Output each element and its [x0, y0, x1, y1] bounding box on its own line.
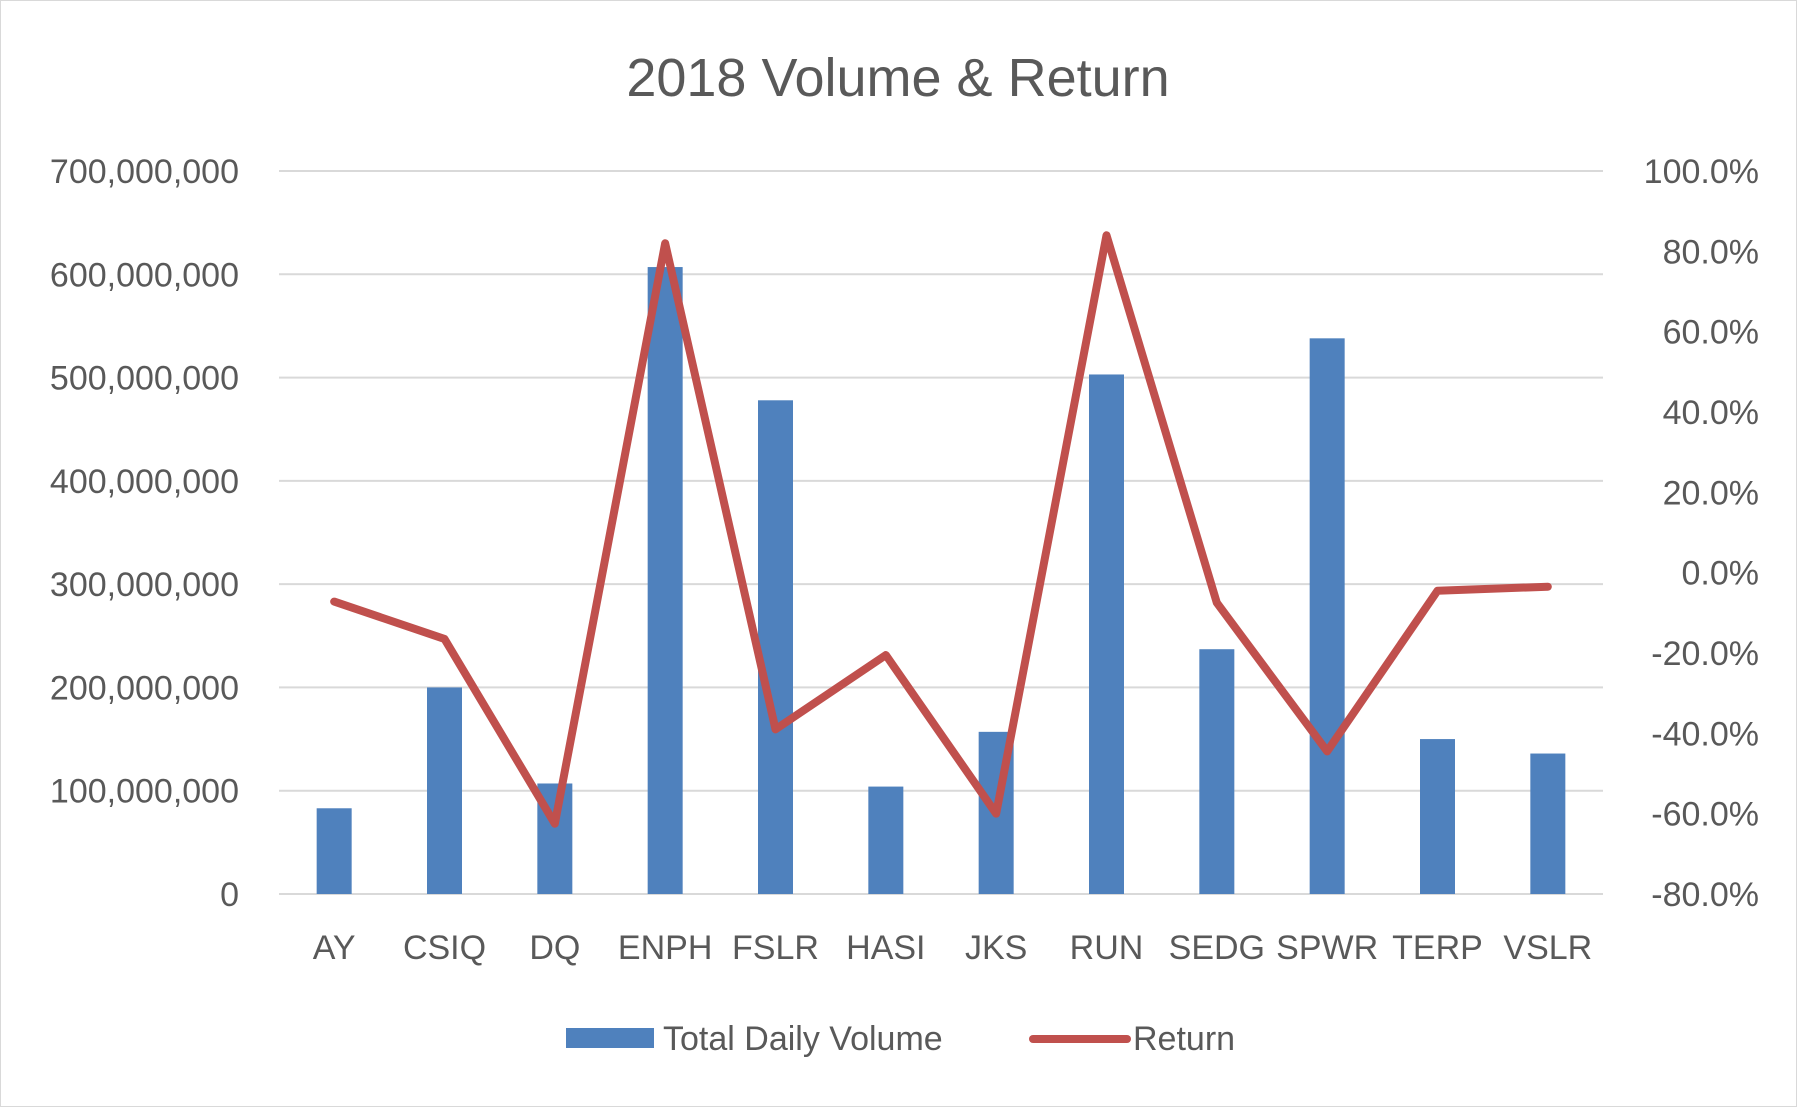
left-axis-tick-label: 600,000,000: [50, 256, 239, 294]
category-labels: AY CSIQ DQ ENPH FSLR HASI JKS RUN SEDG SPWR TERP VS…: [313, 929, 1593, 967]
return-point: [1436, 589, 1439, 592]
category-label: CSIQ: [403, 929, 486, 967]
right-axis-tick-label: 40.0%: [1663, 394, 1759, 432]
volume-bar: [758, 400, 793, 894]
volume-bar: [868, 786, 904, 894]
return-point: [553, 822, 556, 825]
return-point: [1215, 601, 1218, 604]
return-point: [1546, 585, 1549, 588]
left-axis-tick-label: 0: [220, 876, 239, 914]
volume-bar: [427, 687, 462, 894]
right-axis-tick-label: 0.0%: [1682, 555, 1760, 593]
category-label: TERP: [1392, 929, 1483, 967]
return-point: [1326, 750, 1329, 753]
category-label: SPWR: [1276, 929, 1378, 967]
right-axis-ticks: -80.0% -60.0% -40.0% -20.0% 0.0% 20.0% 40.0% 60…: [1644, 153, 1759, 914]
return-line: [330, 231, 1552, 828]
return-point: [443, 637, 446, 640]
right-axis-tick-label: 80.0%: [1663, 233, 1759, 271]
left-axis-tick-label: 300,000,000: [50, 566, 239, 604]
right-axis-tick-label: 60.0%: [1663, 314, 1759, 352]
return-point: [884, 654, 887, 657]
return-point: [333, 600, 336, 603]
left-axis-tick-label: 100,000,000: [50, 773, 239, 811]
gridlines: [279, 170, 1603, 895]
right-axis-tick-label: 20.0%: [1663, 474, 1759, 512]
legend-swatch-volume: [566, 1028, 654, 1048]
legend-label-volume: Total Daily Volume: [663, 1020, 943, 1058]
category-label: JKS: [965, 929, 1027, 967]
left-axis-tick-label: 700,000,000: [50, 153, 239, 191]
return-point: [1105, 234, 1108, 237]
left-axis-tick-label: 500,000,000: [50, 360, 239, 398]
right-axis-tick-label: -40.0%: [1651, 715, 1759, 753]
volume-bar: [316, 808, 352, 894]
right-axis-tick-label: -20.0%: [1651, 635, 1759, 673]
category-label: FSLR: [732, 929, 819, 967]
return-line-layer: [330, 231, 1552, 828]
category-label: ENPH: [618, 929, 712, 967]
category-label: AY: [313, 929, 356, 967]
volume-bar: [1199, 649, 1235, 894]
category-label: DQ: [529, 929, 580, 967]
left-axis-ticks: 0 100,000,000 200,000,000 300,000,000 400,00…: [50, 153, 239, 914]
volume-bar: [1309, 338, 1345, 894]
volume-bars: [316, 267, 1566, 894]
right-axis-tick-label: -60.0%: [1651, 796, 1759, 834]
category-label: RUN: [1070, 929, 1144, 967]
return-point: [774, 728, 777, 731]
volume-bar: [1530, 753, 1566, 894]
volume-bar: [1420, 739, 1455, 894]
right-axis-tick-label: 100.0%: [1644, 153, 1759, 191]
left-axis-tick-label: 400,000,000: [50, 463, 239, 501]
legend: Total Daily Volume Return: [566, 1020, 1235, 1058]
return-point: [664, 242, 667, 245]
left-axis-tick-label: 200,000,000: [50, 669, 239, 707]
chart-title: 2018 Volume & Return: [626, 48, 1169, 108]
category-label: SEDG: [1169, 929, 1265, 967]
right-axis-tick-label: -80.0%: [1651, 876, 1759, 914]
volume-bar: [1089, 374, 1124, 894]
category-label: VSLR: [1503, 929, 1592, 967]
legend-label-return: Return: [1133, 1020, 1235, 1058]
volume-bar: [647, 267, 683, 894]
category-label: HASI: [846, 929, 925, 967]
return-point: [995, 812, 998, 815]
